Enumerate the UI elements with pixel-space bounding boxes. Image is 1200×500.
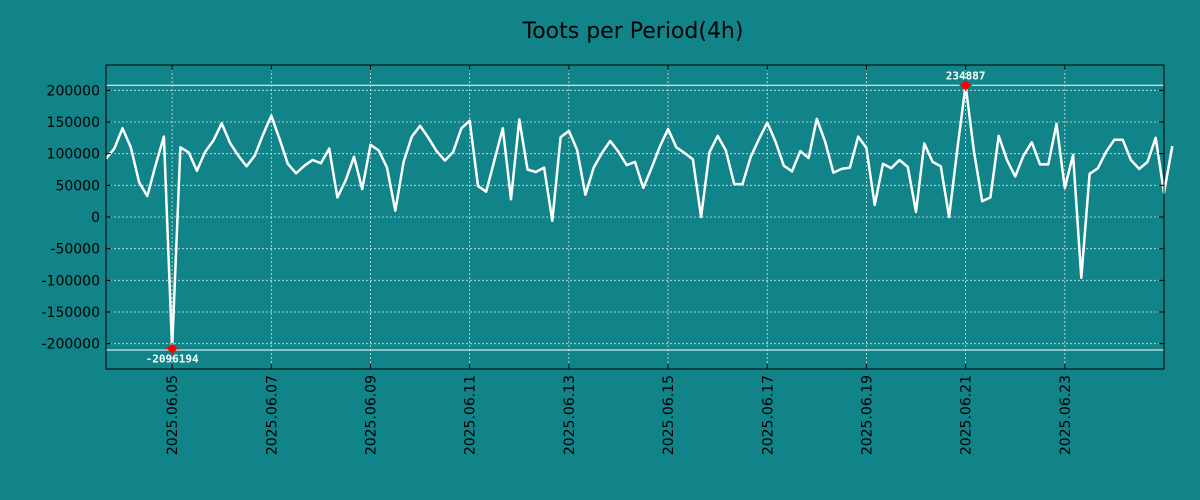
x-tick-label: 2025.06.07 bbox=[264, 375, 280, 455]
y-tick-label: 150000 bbox=[47, 115, 100, 131]
y-tick-label: 200000 bbox=[47, 83, 100, 99]
x-tick-label: 2025.06.21 bbox=[959, 375, 975, 455]
y-tick-label: 100000 bbox=[47, 147, 100, 163]
x-tick-label: 2025.06.15 bbox=[661, 375, 677, 455]
grid bbox=[106, 65, 1164, 369]
x-tick-label: 2025.06.09 bbox=[364, 375, 380, 455]
series-line bbox=[105, 84, 1174, 350]
y-tick-label: 0 bbox=[91, 210, 100, 226]
x-axis: 2025.06.05 2025.06.07 2025.06.09 2025.06.11… bbox=[165, 65, 1074, 455]
x-tick-label: 2025.06.11 bbox=[463, 375, 479, 455]
x-tick-label: 2025.06.19 bbox=[859, 375, 875, 455]
y-tick-label: -100000 bbox=[42, 273, 101, 289]
x-tick-label: 2025.06.23 bbox=[1058, 375, 1074, 455]
y-tick-label: 50000 bbox=[55, 178, 100, 194]
y-axis: 200000 150000 100000 50000 0 -50000 -100000 -15… bbox=[42, 83, 1164, 353]
y-tick-label: -50000 bbox=[50, 242, 100, 258]
y-tick-label: -150000 bbox=[42, 305, 101, 321]
x-tick-label: 2025.06.05 bbox=[165, 375, 181, 455]
markers: -2096194 234887 bbox=[146, 69, 986, 365]
y-tick-label: -200000 bbox=[42, 337, 101, 353]
extreme-label: 234887 bbox=[946, 69, 986, 82]
extreme-label: -2096194 bbox=[146, 353, 199, 366]
x-tick-label: 2025.06.13 bbox=[562, 375, 578, 455]
reference-lines bbox=[106, 84, 1164, 351]
series bbox=[105, 84, 1174, 350]
x-tick-label: 2025.06.17 bbox=[760, 375, 776, 455]
chart-title: Toots per Period(4h) bbox=[522, 19, 744, 44]
